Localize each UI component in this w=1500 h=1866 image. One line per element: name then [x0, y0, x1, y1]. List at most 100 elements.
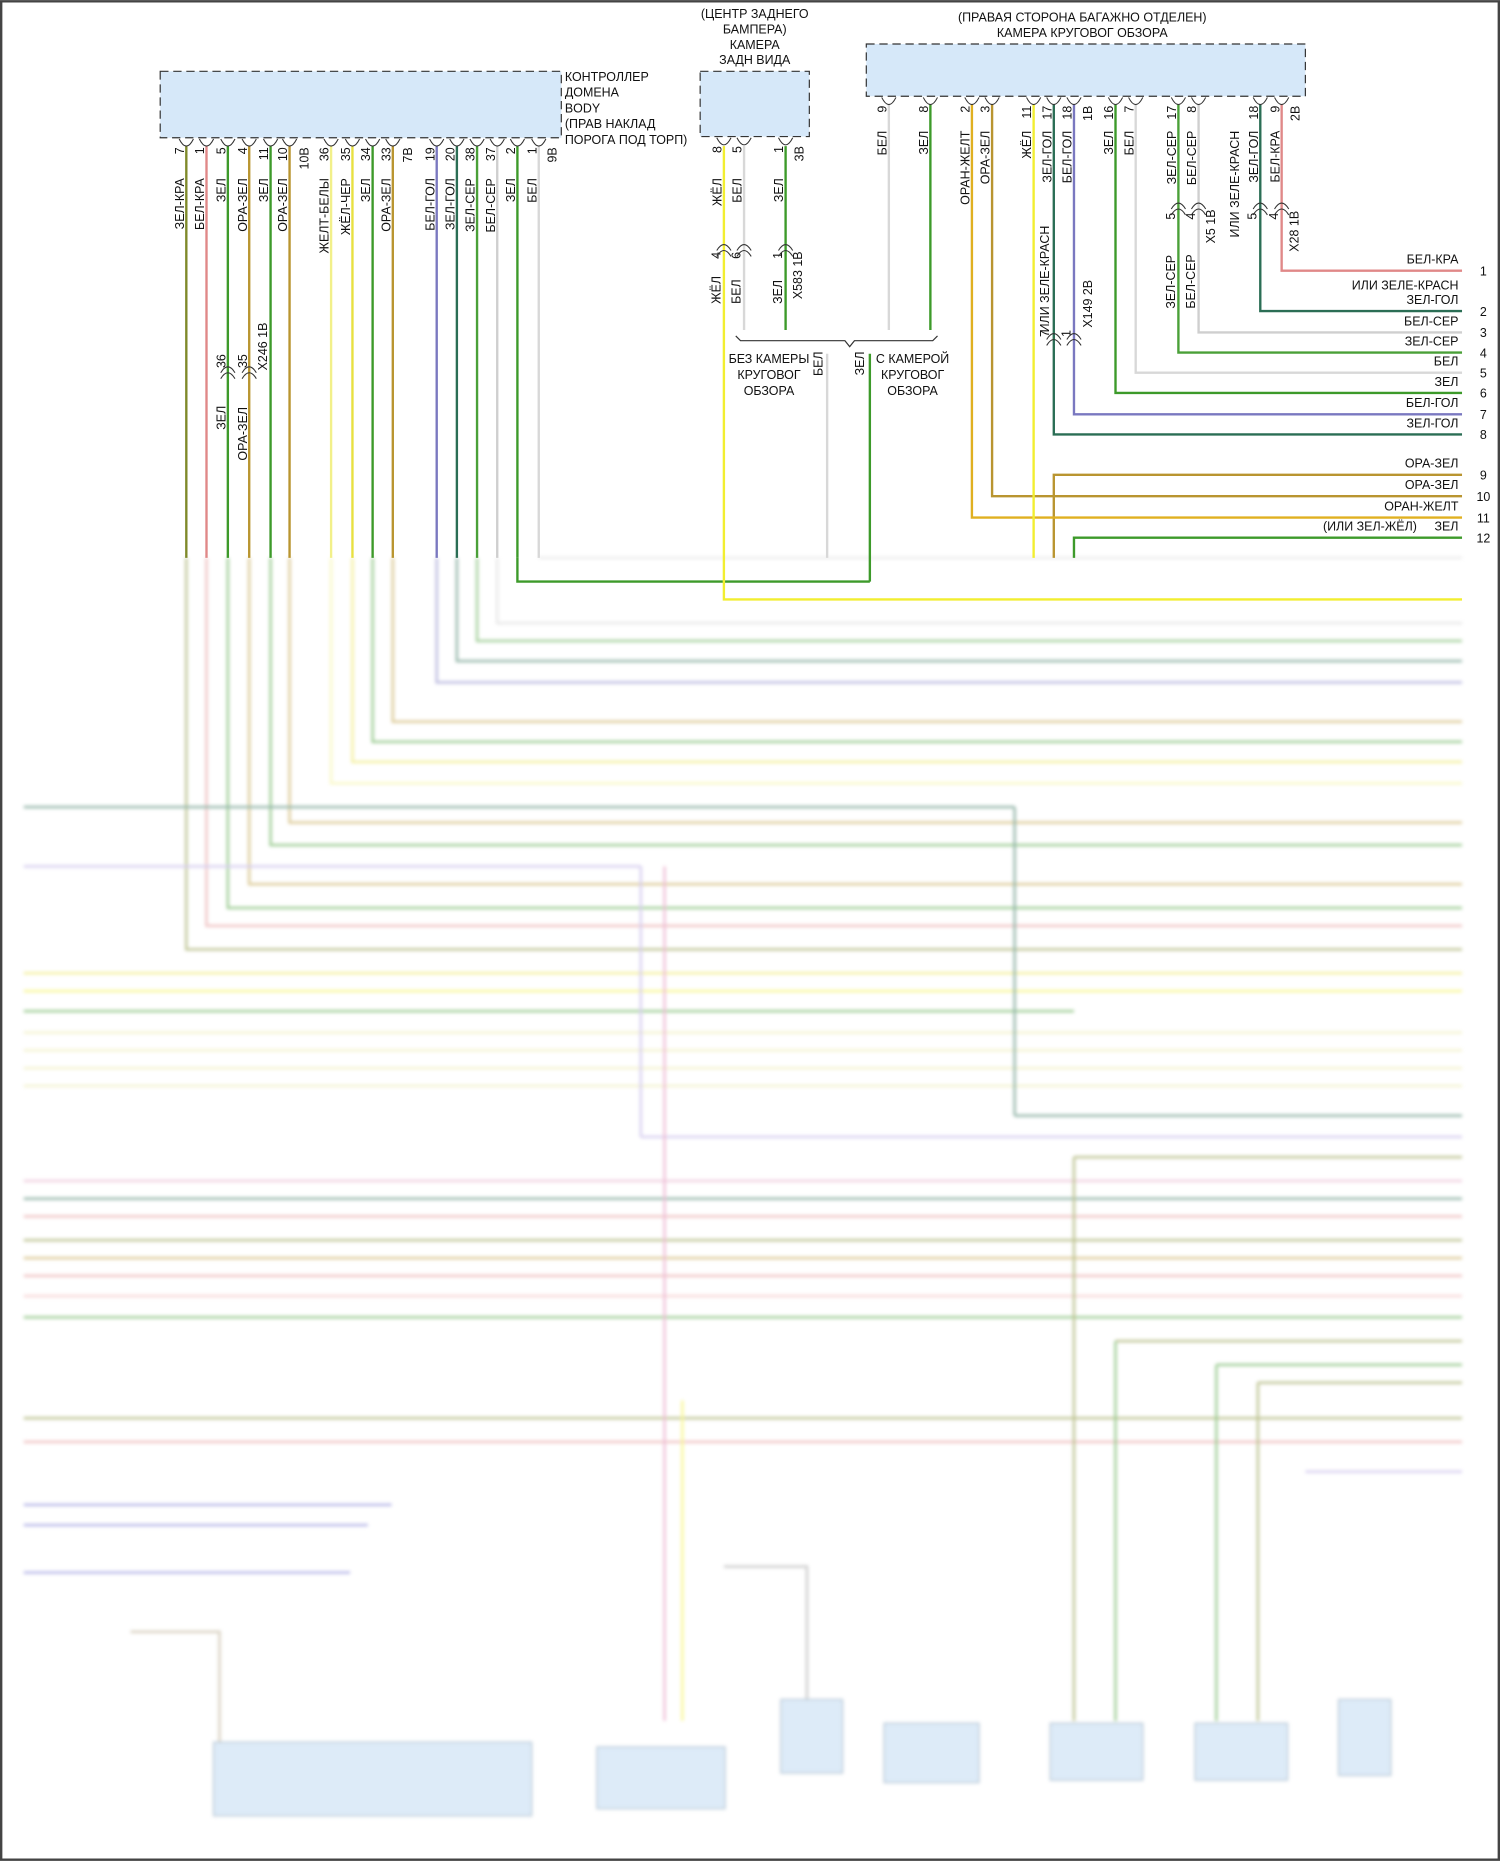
wire-color-label: ЖЁЛ — [1020, 131, 1034, 159]
blurred-module-box — [883, 1722, 980, 1784]
blurred-module-box — [1194, 1722, 1289, 1781]
blurred-wire — [248, 557, 1463, 886]
wire-color-label: ЗЕЛ — [214, 406, 228, 430]
wire-color-label: ЗЕЛ — [771, 280, 785, 304]
wire-color-label: ЗЕЛ — [257, 178, 271, 202]
pin-number: 38 — [464, 147, 478, 161]
wire-color-label: ЗЕЛ — [214, 178, 228, 202]
surround-wire — [1259, 104, 1463, 313]
pin-number: 7 — [173, 147, 187, 154]
surround-wire — [1280, 104, 1463, 272]
wire-color-label: ЗЕЛ-ГОЛ — [444, 178, 458, 230]
rear-camera-title: КАМЕРА — [730, 38, 781, 52]
output-wire-label: ОРА-ЗЕЛ — [1405, 457, 1459, 471]
pin-number: 8 — [711, 146, 725, 153]
pin-number: 1 — [525, 147, 539, 154]
pin-number: 9В — [546, 147, 560, 162]
wire-color-label: ЗЕЛ — [359, 178, 373, 202]
connector-terminal-icon — [984, 97, 1000, 106]
variant-label: КРУГОВОГ — [737, 368, 801, 382]
pin-number: 9 — [875, 106, 889, 113]
wire-color-label: ЖЁЛ — [711, 178, 725, 206]
pin-number: 17 — [1040, 106, 1054, 120]
connector-label: X28 1В — [1287, 211, 1301, 252]
rear-camera-location: (ЦЕНТР ЗАДНЕГО — [701, 7, 809, 21]
output-pin-number: 4 — [1480, 346, 1487, 360]
pin-number: 36 — [214, 354, 228, 368]
connector-terminal-icon — [1046, 97, 1062, 106]
wire-color-label: ОРА-ЗЕЛ — [276, 178, 290, 232]
controller-title: ДОМЕНА — [565, 86, 620, 100]
connector-terminal-icon — [1274, 97, 1290, 106]
blurred-wire — [391, 557, 1463, 723]
connector-terminal-icon — [1128, 97, 1144, 106]
pin-number: 10 — [276, 147, 290, 161]
wires — [185, 104, 1463, 601]
wire-color-label: ЗЕЛ-СЕР — [464, 178, 478, 232]
surround-wire — [1197, 104, 1463, 334]
connector-terminal-icon — [241, 138, 257, 147]
connector-terminal-icon — [281, 138, 298, 147]
blurred-wire — [723, 1565, 809, 1709]
surround-camera-title: КАМЕРА КРУГОВОГ ОБЗОРА — [997, 26, 1168, 40]
output-wire-label: БЕЛ — [1434, 355, 1459, 369]
pin-number: 19 — [423, 147, 437, 161]
connector-terminal-icon — [429, 138, 445, 147]
surround-wire — [1072, 104, 1463, 416]
connector-terminal-icon — [716, 137, 732, 146]
variant-label: С КАМЕРОЙ — [876, 351, 949, 366]
connector-terminal-icon — [365, 138, 381, 147]
rear-camera-wire — [722, 146, 1463, 601]
inline-connector-icon — [241, 366, 257, 379]
pin-number: 3В — [792, 146, 806, 161]
surround-wire — [1052, 104, 1463, 436]
wire-color-label: БЕЛ — [730, 279, 744, 304]
pin-number: 10В — [298, 147, 312, 169]
pin-number: 7В — [401, 147, 415, 162]
rear-camera-title: ЗАДН ВИДА — [719, 53, 791, 67]
blurred-module-box — [1338, 1698, 1392, 1777]
connector-terminal-icon — [1026, 97, 1042, 106]
controller-module-box — [159, 70, 562, 139]
controller-wire — [516, 557, 870, 583]
pin-number: 20 — [444, 147, 458, 161]
pin-number: 3 — [979, 106, 993, 113]
wire-color-label: ЗЕЛ-КРА — [173, 177, 187, 229]
blurred-wire — [185, 557, 1463, 951]
output-wire-note: (ИЛИ ЗЕЛ-ЖЁЛ) — [1323, 520, 1417, 534]
pin-number: 35 — [339, 147, 353, 161]
output-pin-number: 12 — [1476, 531, 1490, 545]
connector-label: X149 2В — [1081, 280, 1095, 328]
output-wire-label: ЗЕЛ — [1434, 520, 1458, 534]
variant-label: БЕЗ КАМЕРЫ — [729, 352, 810, 366]
variant-brace — [735, 335, 938, 348]
surround-wire — [990, 104, 1463, 498]
connector-terminal-icon — [509, 138, 526, 147]
pin-number: 9 — [1268, 106, 1282, 113]
pin-number: 1В — [1081, 106, 1095, 121]
wire-note: ИЛИ ЗЕЛЕ-КРАСН — [1038, 226, 1052, 333]
output-wire-label: ЗЕЛ-ГОЛ — [1407, 416, 1459, 430]
blurred-wire — [371, 557, 1463, 743]
wire-color-label: БЕЛ — [525, 178, 539, 203]
surround-wire — [970, 104, 1463, 519]
inline-connector-icon — [1046, 333, 1062, 346]
pin-number: 7 — [1122, 106, 1136, 113]
blurred-wire — [226, 557, 1463, 910]
blurred-wire — [435, 557, 1463, 684]
output-pin-number: 2 — [1480, 305, 1487, 319]
inline-connector-icon — [716, 244, 732, 257]
pin-number: 36 — [318, 147, 332, 161]
surround-wire — [1114, 104, 1463, 395]
blurred-wire — [455, 557, 1463, 663]
inline-connector-icon — [1252, 202, 1268, 216]
wire-color-label: БЕЛ — [731, 178, 745, 203]
pin-number: 2 — [504, 147, 518, 154]
connector-terminal-icon — [736, 137, 752, 146]
blurred-wire — [351, 557, 1463, 764]
connector-terminal-icon — [1170, 97, 1186, 106]
pin-number: 11 — [257, 147, 271, 160]
wire-color-label: ОРА-ЗЕЛ — [236, 178, 250, 232]
connector-terminal-icon — [344, 138, 361, 147]
output-wire — [1052, 473, 1463, 558]
